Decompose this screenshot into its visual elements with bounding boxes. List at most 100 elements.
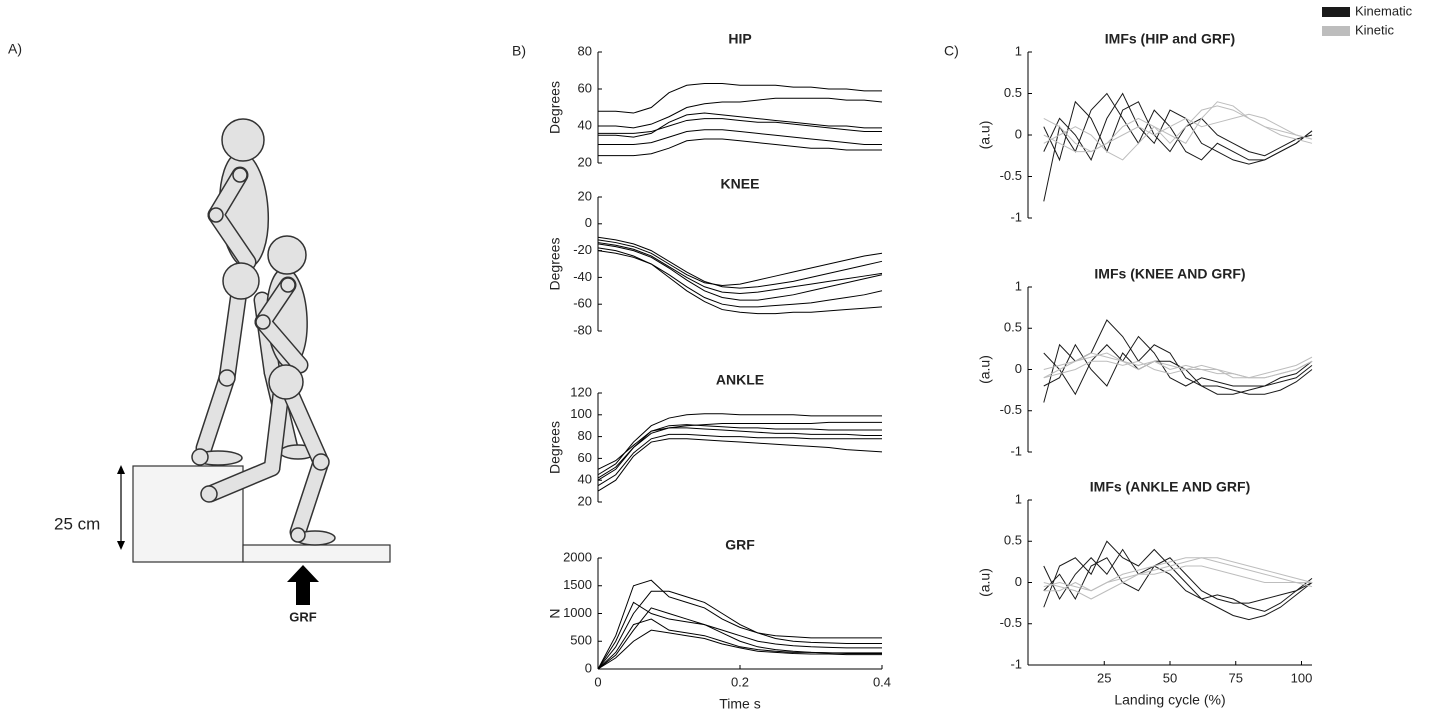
trace — [597, 433, 882, 487]
chart-title: HIP — [728, 31, 751, 47]
trace — [1043, 335, 1313, 396]
y-axis-label: (a.u) — [977, 121, 993, 150]
height-label: 25 cm — [54, 514, 100, 533]
legend-label: Kinetic — [1355, 22, 1395, 37]
chart-title: IMFs (KNEE AND GRF) — [1094, 266, 1245, 282]
y-axis-label: N — [547, 608, 563, 618]
x-tick-label: 50 — [1163, 670, 1177, 685]
x-tick-label: 100 — [1291, 670, 1313, 685]
chart-title: IMFs (HIP and GRF) — [1105, 31, 1235, 47]
landing-diagram: 25 cm GRF — [54, 118, 391, 624]
y-axis-label: Degrees — [547, 81, 563, 134]
x-axis-label: Time s — [719, 696, 760, 712]
trace — [597, 413, 882, 476]
y-tick-label: -0.5 — [1000, 615, 1022, 630]
legend-label: Kinematic — [1355, 3, 1413, 18]
trace — [1043, 319, 1313, 403]
trace — [597, 242, 883, 294]
y-tick-label: 1 — [1015, 43, 1022, 58]
y-axis-label: (a.u) — [977, 355, 993, 384]
trace — [597, 243, 883, 301]
y-tick-label: 40 — [578, 472, 592, 487]
y-tick-label: 20 — [578, 154, 592, 169]
y-tick-label: 1500 — [563, 577, 592, 592]
y-tick-label: -80 — [573, 322, 592, 337]
panel-label: A) — [8, 41, 22, 57]
y-tick-label: 500 — [570, 633, 592, 648]
trace — [597, 236, 883, 289]
y-axis-label: (a.u) — [977, 568, 993, 597]
trace — [1043, 360, 1313, 379]
y-tick-label: 100 — [570, 406, 592, 421]
x-tick-label: 0.4 — [873, 674, 891, 689]
trace — [597, 601, 882, 670]
x-axis-label: Landing cycle (%) — [1114, 692, 1225, 708]
y-tick-label: 120 — [570, 384, 592, 399]
y-tick-label: 0.5 — [1004, 85, 1022, 100]
x-tick-label: 0.2 — [731, 674, 749, 689]
chart-title: KNEE — [721, 176, 760, 192]
y-tick-label: -1 — [1010, 209, 1022, 224]
y-tick-label: 80 — [578, 428, 592, 443]
y-tick-label: 20 — [578, 188, 592, 203]
chart-title: ANKLE — [716, 372, 764, 388]
trace — [1043, 548, 1313, 604]
trace — [1043, 557, 1313, 600]
y-tick-label: 1000 — [563, 605, 592, 620]
trace — [597, 579, 882, 670]
trace — [598, 97, 883, 129]
y-tick-label: -20 — [573, 242, 592, 257]
trace — [1043, 92, 1313, 165]
y-tick-label: -1 — [1010, 656, 1022, 671]
trace — [597, 590, 882, 670]
x-tick-label: 25 — [1097, 670, 1111, 685]
trace — [1043, 113, 1313, 153]
chart-title: IMFs (ANKLE AND GRF) — [1090, 479, 1250, 495]
y-tick-label: 0 — [1015, 361, 1022, 376]
y-tick-label: 0.5 — [1004, 533, 1022, 548]
x-tick-label: 0 — [594, 674, 601, 689]
y-tick-label: -40 — [573, 269, 592, 284]
y-tick-label: 0 — [1015, 574, 1022, 589]
trace — [1043, 557, 1313, 592]
legend-swatch — [1322, 26, 1350, 36]
panel-label: C) — [944, 43, 959, 59]
trace — [597, 247, 883, 315]
y-tick-label: 2000 — [563, 549, 592, 564]
panel-label: B) — [512, 43, 526, 59]
chart-title: GRF — [725, 537, 755, 553]
trace — [597, 239, 883, 286]
trace — [1043, 565, 1312, 592]
trace — [598, 118, 882, 134]
y-tick-label: 80 — [578, 43, 592, 58]
trace — [598, 112, 882, 138]
trace — [597, 629, 882, 670]
y-axis-label: Degrees — [547, 238, 563, 291]
trace — [1043, 105, 1313, 153]
y-tick-label: 0 — [585, 660, 592, 675]
y-tick-label: 1 — [1015, 491, 1022, 506]
force-label: GRF — [289, 609, 317, 624]
trace — [598, 82, 882, 114]
y-tick-label: 60 — [578, 450, 592, 465]
trace — [1043, 352, 1313, 379]
y-tick-label: 1 — [1015, 278, 1022, 293]
legend-swatch — [1322, 7, 1350, 17]
y-tick-label: -0.5 — [1000, 168, 1022, 183]
y-tick-label: -1 — [1010, 443, 1022, 458]
y-tick-label: -0.5 — [1000, 402, 1022, 417]
y-tick-label: -60 — [573, 296, 592, 311]
trace — [597, 424, 882, 481]
y-tick-label: 40 — [578, 117, 592, 132]
trace — [1043, 343, 1313, 395]
trace — [597, 607, 882, 670]
y-tick-label: 0 — [585, 215, 592, 230]
y-axis-label: Degrees — [547, 421, 563, 474]
y-tick-label: 0 — [1015, 126, 1022, 141]
trace — [597, 438, 883, 492]
trace — [1043, 101, 1313, 161]
trace — [1043, 557, 1313, 612]
x-tick-label: 75 — [1229, 670, 1243, 685]
